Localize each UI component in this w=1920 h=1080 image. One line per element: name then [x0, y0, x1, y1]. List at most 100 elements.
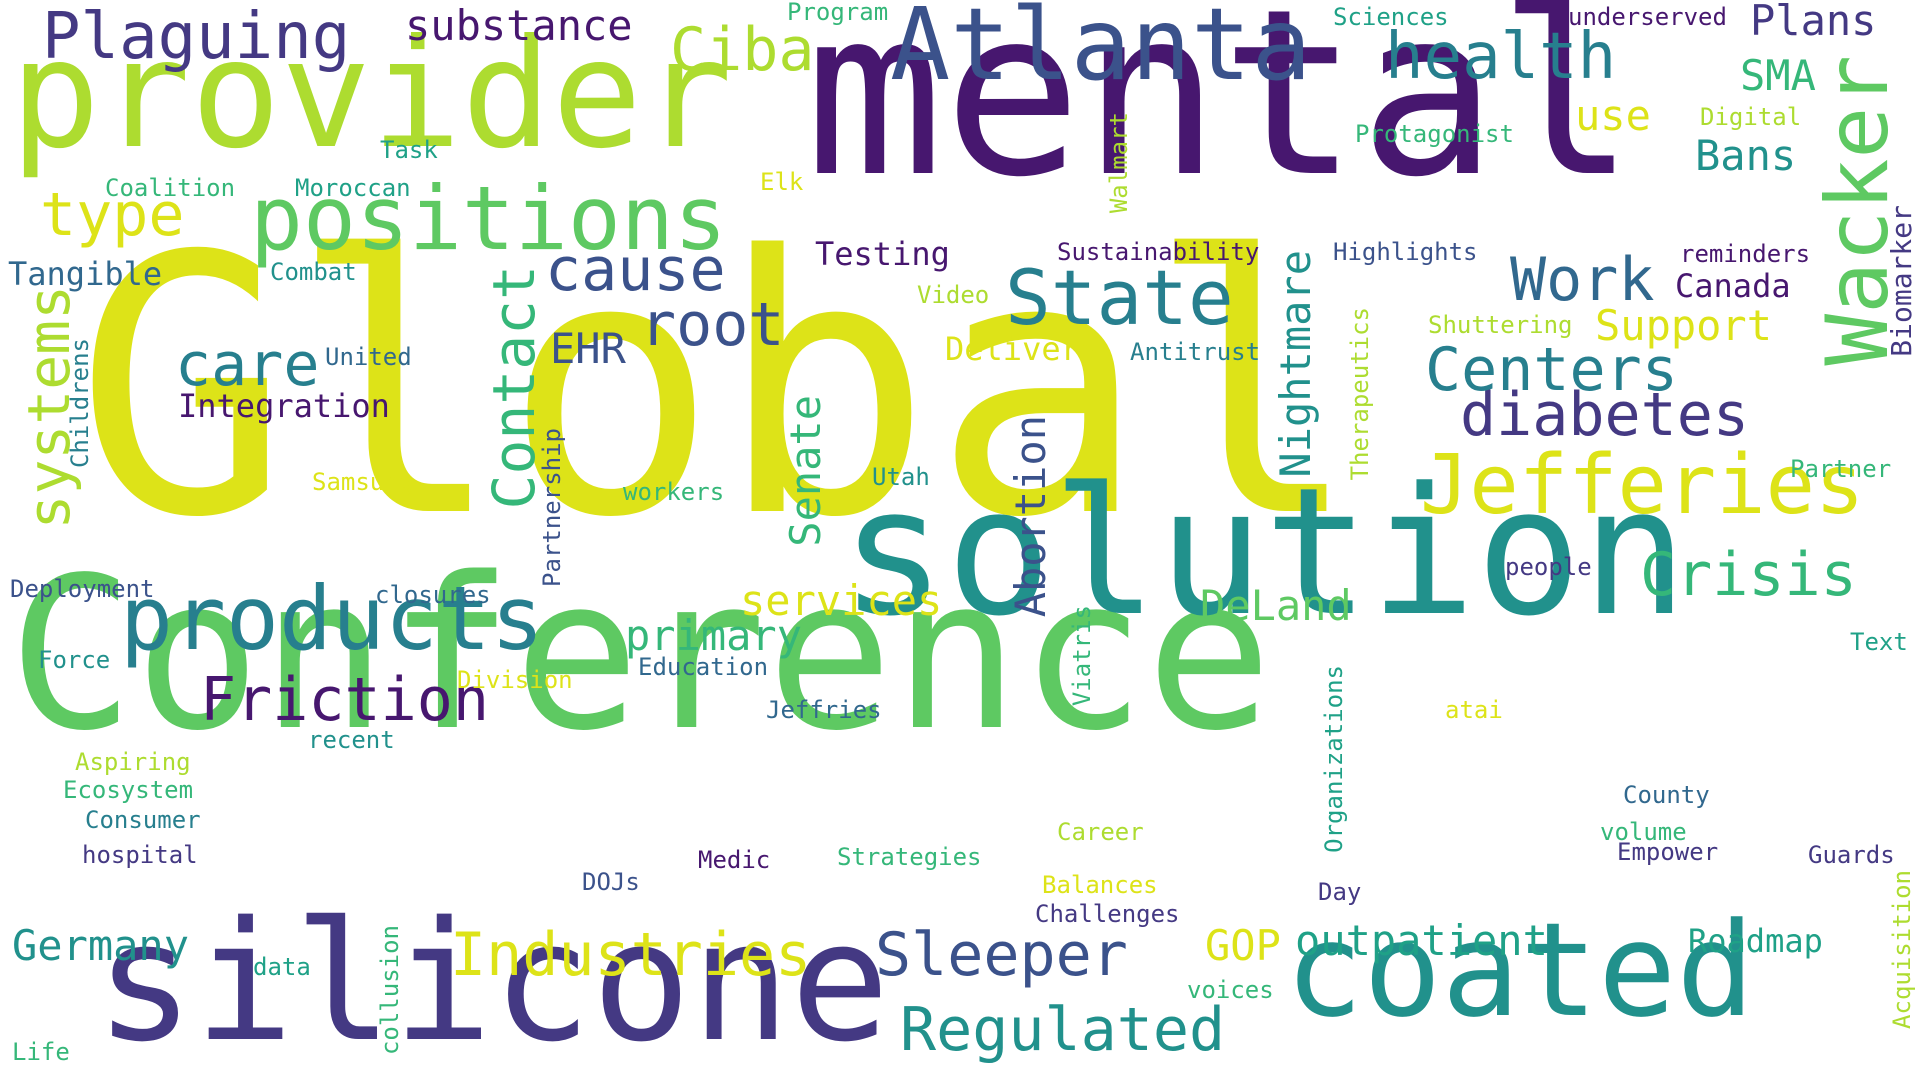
word-underserved: underserved — [1568, 3, 1727, 31]
word-walmart: Walmart — [1105, 112, 1133, 214]
word-aspiring: Aspiring — [75, 748, 191, 776]
word-gop: GOP — [1205, 921, 1281, 970]
word-provider: provider — [10, 8, 733, 182]
word-combat: Combat — [270, 258, 357, 286]
word-deployment: Deployment — [10, 575, 155, 603]
word-crisis: Crisis — [1640, 540, 1857, 610]
word-jeffries: Jeffries — [766, 696, 882, 724]
word-consumer: Consumer — [85, 806, 201, 834]
word-guards: Guards — [1808, 841, 1895, 869]
word-biomarker: Biomarker — [1885, 205, 1918, 357]
word-ecosystem: Ecosystem — [63, 776, 194, 804]
word-atlanta: Atlanta — [890, 0, 1312, 103]
word-medic: Medic — [698, 846, 771, 874]
word-life: Life — [12, 1038, 70, 1066]
word-conference: Conference — [8, 532, 1273, 777]
word-partner: Partner — [1790, 455, 1892, 483]
word-challenges: Challenges — [1035, 900, 1180, 928]
word-samsung: Samsung — [312, 468, 414, 496]
word-acquisition: Acquisition — [1888, 870, 1916, 1029]
word-roadmap: Roadmap — [1688, 922, 1823, 960]
word-dojs: DOJs — [582, 868, 640, 896]
word-support: Support — [1595, 301, 1773, 350]
word-health: health — [1385, 20, 1617, 94]
word-services: services — [740, 576, 943, 625]
word-germany: Germany — [12, 921, 190, 970]
word-highlights: Highlights — [1333, 238, 1478, 266]
word-day: Day — [1318, 878, 1362, 906]
word-type: type — [40, 180, 185, 250]
word-global: Global — [75, 181, 1361, 595]
word-outpatient: outpatient — [1295, 916, 1548, 965]
word-friction: Friction — [200, 665, 489, 735]
word-nightmare: Nightmare — [1271, 250, 1320, 478]
word-career: Career — [1057, 818, 1144, 846]
word-empower: Empower — [1617, 838, 1719, 866]
word-therapeutics: Therapeutics — [1346, 307, 1374, 481]
word-ehr: EHR — [550, 324, 626, 373]
word-root: root — [640, 290, 785, 360]
word-deland: DeLand — [1200, 581, 1352, 630]
word-plans: Plans — [1750, 0, 1877, 45]
word-bans: Bans — [1695, 131, 1797, 180]
word-cause: cause — [545, 235, 726, 305]
word-viatris: Viatris — [1068, 605, 1096, 707]
word-state: State — [1005, 253, 1234, 342]
word-industries: Industries — [450, 920, 812, 990]
word-work: Work — [1510, 245, 1655, 315]
word-abortion: Abortion — [1006, 415, 1055, 618]
word-strategies: Strategies — [837, 843, 982, 871]
word-atai: atai — [1445, 696, 1503, 724]
word-task: Task — [380, 136, 438, 164]
word-shuttering: Shuttering — [1428, 311, 1573, 339]
word-tangible: Tangible — [8, 255, 163, 293]
word-diabetes: diabetes — [1460, 380, 1749, 450]
word-protagonist: Protagonist — [1355, 120, 1514, 148]
word-partnership: Partnership — [538, 428, 566, 587]
word-reminders: reminders — [1680, 240, 1811, 268]
word-hospital: hospital — [82, 841, 198, 869]
word-sleeper: Sleeper — [875, 920, 1128, 990]
word-sma: SMA — [1740, 51, 1816, 100]
word-antitrust: Antitrust — [1130, 338, 1261, 366]
word-division: Division — [457, 666, 573, 694]
word-elk: Elk — [760, 168, 804, 196]
word-voices: voices — [1187, 976, 1274, 1004]
word-senate: Senate — [781, 395, 830, 547]
word-workers: workers — [623, 478, 725, 506]
word-integration: Integration — [178, 387, 390, 425]
word-silicone: silicone — [95, 886, 890, 1078]
word-program: Program — [787, 0, 889, 26]
word-testing: Testing — [815, 235, 950, 273]
word-closures: closures — [375, 581, 491, 609]
word-ciba: Ciba — [670, 15, 815, 85]
word-sciences: Sciences — [1333, 3, 1449, 31]
word-digital: Digital — [1700, 103, 1802, 131]
word-substance: substance — [405, 1, 633, 50]
word-delivers: Delivers — [945, 330, 1100, 368]
word-county: County — [1623, 781, 1710, 809]
word-primary: primary — [625, 611, 803, 660]
word-united: United — [325, 343, 412, 371]
word-mental: mental — [805, 0, 1636, 228]
word-organizations: Organizations — [1320, 665, 1348, 853]
word-plaguing: Plaguing — [42, 0, 351, 74]
word-recent: recent — [308, 726, 395, 754]
word-collusion: collusion — [376, 925, 404, 1056]
word-jefferies: Jefferies — [1420, 438, 1865, 533]
word-positions: positions — [250, 167, 727, 270]
word-products: products — [120, 567, 544, 670]
word-use: use — [1575, 91, 1651, 140]
word-video: Video — [917, 281, 990, 309]
word-coated: coated — [1285, 894, 1755, 1046]
word-coalition: Coalition — [105, 174, 236, 202]
word-utah: Utah — [872, 463, 930, 491]
word-data: data — [253, 953, 311, 981]
word-contact: Contact — [480, 265, 548, 510]
word-text: Text — [1850, 628, 1908, 656]
word-regulated: Regulated — [900, 995, 1226, 1065]
word-volume: volume — [1600, 818, 1687, 846]
word-force: Force — [38, 646, 111, 674]
word-people: people — [1505, 553, 1592, 581]
